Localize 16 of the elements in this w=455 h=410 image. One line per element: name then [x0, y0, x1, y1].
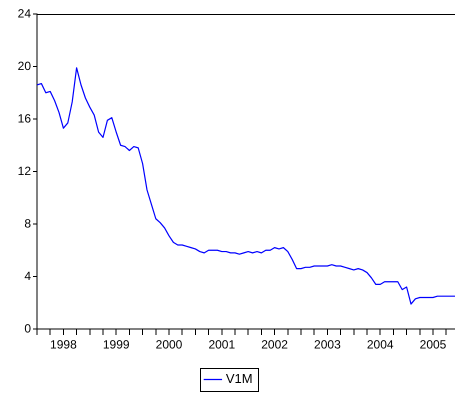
legend-label: V1M [226, 371, 253, 386]
x-tick-label: 1999 [102, 338, 130, 352]
y-tick-label: 0 [24, 321, 32, 336]
y-tick-label: 4 [24, 268, 32, 283]
x-tick-label: 2001 [208, 338, 236, 352]
x-tick-label: 1998 [50, 338, 78, 352]
x-tick-label: 2000 [156, 338, 183, 352]
x-tick-label: 2002 [261, 338, 288, 352]
x-tick-label: 2005 [420, 338, 447, 352]
x-tick-label: 2003 [314, 338, 342, 352]
x-tick-label: 2004 [366, 338, 394, 352]
y-tick-label: 12 [18, 164, 32, 178]
y-tick-label: 16 [18, 111, 32, 126]
y-tick-label: 8 [24, 216, 32, 230]
y-tick-label: 24 [18, 6, 32, 20]
y-tick-label: 20 [18, 58, 32, 73]
